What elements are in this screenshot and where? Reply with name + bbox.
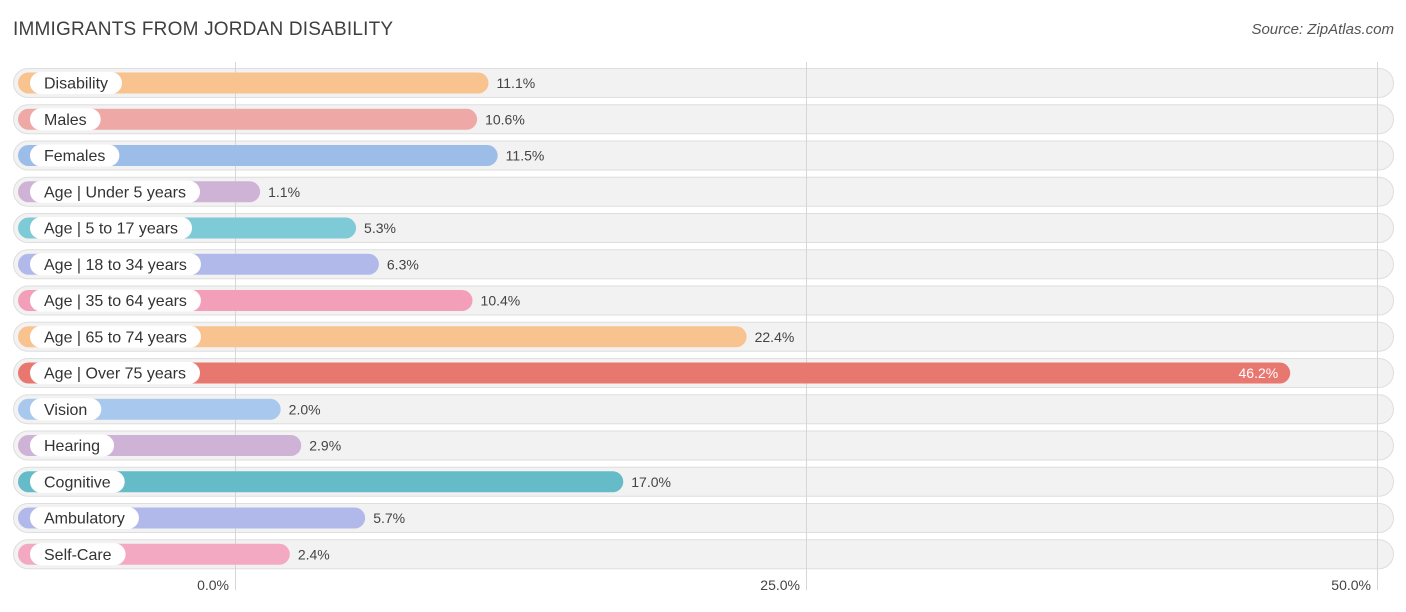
source-label: Source: ZipAtlas.com: [1251, 21, 1394, 38]
category-label-pill: [30, 289, 201, 312]
value-label: 5.7%: [373, 510, 405, 526]
value-label: 1.1%: [268, 184, 300, 200]
category-label-pill: [30, 108, 101, 131]
category-label-pill: [30, 398, 102, 421]
category-label: Age | 5 to 17 years: [44, 221, 178, 238]
value-label: 11.5%: [506, 148, 545, 164]
value-label: 17.0%: [631, 474, 671, 490]
category-label-pill: [30, 507, 139, 529]
category-label: Vision: [44, 402, 87, 419]
axis-tick-label: 0.0%: [197, 577, 229, 593]
value-label: 2.9%: [309, 438, 341, 454]
value-label: 2.4%: [298, 546, 330, 562]
row-background: [13, 430, 1394, 461]
category-label: Females: [44, 148, 105, 165]
value-label: 10.6%: [485, 111, 525, 127]
category-label-pill: [30, 144, 120, 167]
category-label: Age | 35 to 64 years: [44, 293, 187, 310]
bar: [18, 471, 624, 493]
value-label: 46.2%: [1239, 365, 1279, 381]
value-label: 10.4%: [481, 293, 521, 309]
value-label: 22.4%: [755, 329, 795, 345]
category-label-pill: [30, 180, 201, 203]
category-label-pill: [30, 362, 200, 384]
category-label: Cognitive: [44, 474, 111, 491]
category-label: Self-Care: [44, 547, 112, 564]
category-label: Age | Over 75 years: [44, 366, 186, 383]
row-background: [13, 176, 1394, 207]
category-label: Disability: [44, 76, 108, 93]
category-label: Age | 65 to 74 years: [44, 329, 187, 346]
bar: [18, 72, 489, 94]
axis-tick-label: 25.0%: [760, 577, 800, 593]
row-background: [13, 539, 1394, 570]
value-label: 6.3%: [387, 256, 419, 272]
category-label-pill: [30, 470, 125, 493]
bar: [18, 108, 478, 130]
category-label-pill: [30, 434, 115, 457]
category-label-pill: [30, 325, 201, 348]
bar: [18, 362, 1291, 384]
value-label: 2.0%: [289, 401, 321, 417]
row-background: [13, 213, 1394, 243]
axis-tick-label: 50.0%: [1331, 577, 1371, 593]
category-label-pill: [30, 543, 126, 566]
category-label: Hearing: [44, 438, 100, 455]
category-label: Males: [44, 112, 87, 129]
category-label-pill: [30, 253, 201, 276]
category-label-pill: [30, 72, 123, 94]
bar: [18, 326, 747, 348]
value-label: 11.1%: [497, 75, 536, 91]
category-label-pill: [30, 217, 193, 239]
category-label: Age | 18 to 34 years: [44, 257, 187, 274]
bar: [18, 145, 498, 166]
chart-title: IMMIGRANTS FROM JORDAN DISABILITY: [13, 19, 394, 40]
value-label: 5.3%: [364, 220, 396, 236]
category-label: Age | Under 5 years: [44, 184, 186, 201]
row-background: [13, 394, 1394, 425]
category-label: Ambulatory: [44, 511, 125, 528]
